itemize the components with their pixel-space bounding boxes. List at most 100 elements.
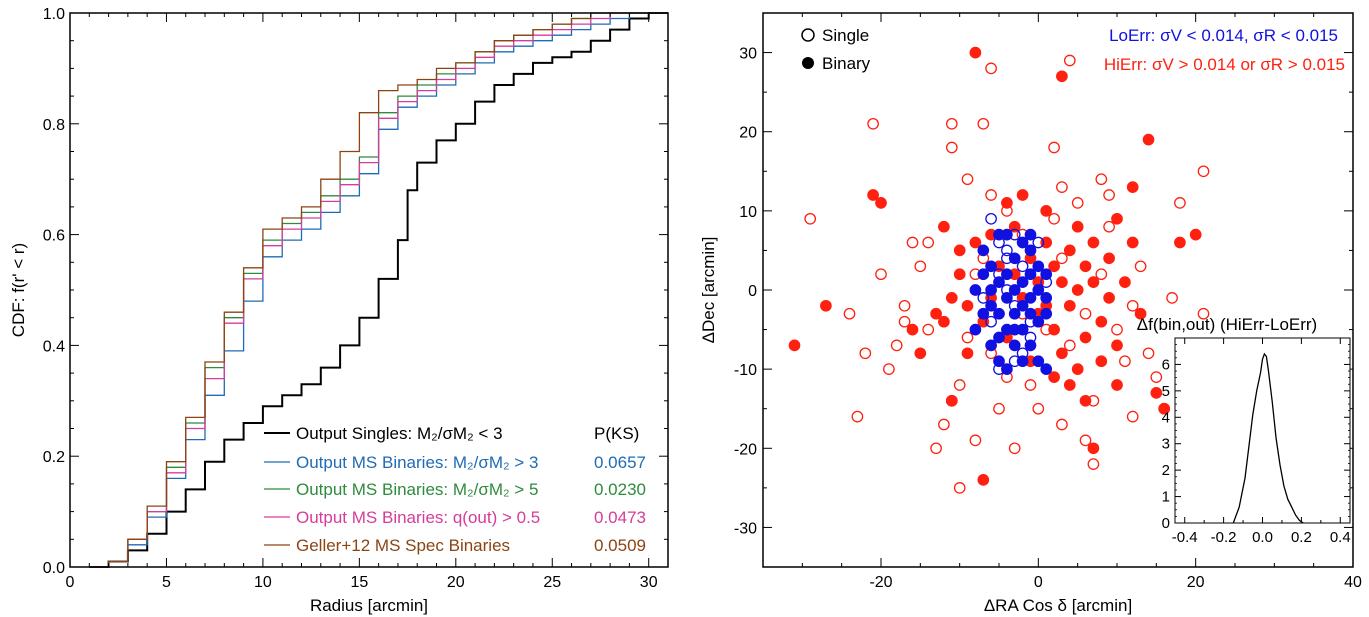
- scatter-point: [977, 474, 990, 486]
- cdf-x-tick-label: 30: [640, 574, 658, 591]
- cdf-y-tick-label: 0.8: [43, 117, 65, 134]
- scatter-point: [1142, 133, 1155, 146]
- scatter-point: [1119, 355, 1131, 368]
- cdf-x-tick-label: 15: [350, 574, 368, 591]
- scatter-point: [804, 212, 817, 225]
- inset-y-tick-label: 3: [1162, 436, 1170, 453]
- scatter-point: [1079, 331, 1092, 344]
- scatter-point: [1079, 434, 1092, 447]
- scatter-point: [953, 244, 966, 257]
- scatter-point: [1087, 458, 1100, 470]
- scatter-x-tick-label: 40: [1344, 574, 1362, 591]
- scatter-point: [930, 442, 942, 455]
- scatter-points: [788, 46, 1210, 494]
- scatter-point: [1111, 339, 1123, 352]
- scatter-point: [914, 347, 927, 360]
- scatter-point: [788, 339, 801, 352]
- cdf-legend-label: Output MS Binaries: q(out) > 0.5: [296, 508, 540, 527]
- scatter-point: [1071, 284, 1084, 296]
- inset-x-tick-label: 0.2: [1291, 529, 1312, 546]
- scatter-point: [1126, 410, 1139, 423]
- scatter-point: [1024, 228, 1037, 241]
- cdf-x-tick-label: 5: [162, 574, 171, 591]
- scatter-point: [898, 299, 911, 312]
- cdf-x-tick-label: 0: [66, 574, 75, 591]
- scatter-point: [969, 434, 982, 447]
- scatter-point: [1040, 307, 1053, 320]
- scatter-point: [1048, 141, 1060, 154]
- scatter-point: [969, 46, 982, 59]
- cdf-legend-pks: 0.0230: [594, 480, 646, 499]
- scatter-point: [1063, 299, 1076, 312]
- scatter-point: [1024, 244, 1037, 257]
- scatter-x-tick-label: -20: [869, 574, 892, 591]
- scatter-point: [1174, 197, 1186, 209]
- scatter-point: [930, 307, 942, 320]
- scatter-point: [1103, 252, 1115, 265]
- scatter-point: [914, 260, 927, 273]
- scatter-point: [1048, 371, 1060, 383]
- scatter-point: [985, 284, 997, 296]
- scatter-point: [883, 363, 895, 375]
- scatter-point: [1056, 181, 1068, 193]
- scatter-point: [1150, 371, 1163, 383]
- scatter-point: [985, 315, 997, 328]
- scatter-point: [867, 117, 879, 130]
- scatter-y-tick-label: 10: [739, 204, 757, 221]
- scatter-point: [1056, 252, 1068, 265]
- cdf-legend: P(KS) Output Singles: M₂/σM₂ < 3 Output M…: [264, 424, 646, 555]
- scatter-point: [820, 299, 832, 312]
- inset-y-tick-label: 6: [1162, 356, 1170, 373]
- scatter-point: [1016, 299, 1029, 312]
- inset-x-tick-label: 0.0: [1252, 529, 1273, 546]
- scatter-point: [1008, 284, 1021, 296]
- cdf-legend-pks: 0.0657: [594, 453, 646, 472]
- marker-legend: Single Binary: [801, 26, 871, 73]
- scatter-point: [969, 284, 982, 296]
- inset-y-tick-label: 0: [1162, 515, 1170, 532]
- scatter-point: [1087, 276, 1100, 288]
- scatter-point: [1150, 387, 1163, 399]
- scatter-point: [1032, 402, 1045, 415]
- scatter-point: [977, 268, 990, 281]
- cdf-series-lines: [89, 12, 668, 568]
- cdf-y-tick-label: 1.0: [43, 6, 65, 23]
- scatter-point: [1071, 363, 1084, 375]
- scatter-point: [1134, 307, 1147, 320]
- scatter-point: [961, 331, 974, 344]
- binary-legend-label: Binary: [822, 54, 871, 73]
- scatter-point: [1063, 339, 1076, 352]
- scatter-point: [953, 268, 966, 281]
- scatter-point: [969, 323, 982, 336]
- scatter-x-axis-label: ΔRA Cos δ [arcmin]: [984, 596, 1132, 615]
- scatter-point: [1063, 54, 1076, 67]
- scatter-point: [906, 323, 919, 336]
- scatter-point: [961, 173, 974, 186]
- scatter-point: [1001, 244, 1013, 257]
- scatter-point: [961, 299, 974, 312]
- inset-y-tick-label: 2: [1162, 462, 1170, 479]
- scatter-point: [1126, 236, 1139, 249]
- scatter-point: [1126, 299, 1139, 312]
- scatter-point: [1174, 236, 1186, 249]
- scatter-point: [1126, 181, 1139, 193]
- scatter-x-tick-label: 20: [1187, 574, 1205, 591]
- scatter-point: [1032, 315, 1045, 328]
- scatter-point: [1166, 292, 1178, 304]
- scatter-point: [1040, 363, 1053, 375]
- scatter-point: [985, 212, 997, 225]
- scatter-y-tick-label: 20: [739, 125, 757, 142]
- scatter-y-tick-label: -30: [734, 520, 757, 537]
- color-legend: LoErr: σV < 0.014, σR < 0.015 HiErr: σV …: [1104, 26, 1345, 74]
- scatter-point: [1008, 442, 1021, 455]
- cdf-x-tick-label: 25: [543, 574, 561, 591]
- scatter-point: [890, 339, 903, 352]
- scatter-point: [993, 355, 1005, 368]
- scatter-point: [1197, 165, 1210, 178]
- scatter-point: [953, 482, 966, 494]
- cdf-y-tick-label: 0.2: [43, 449, 65, 466]
- scatter-point: [1063, 379, 1076, 391]
- scatter-point: [993, 331, 1005, 344]
- scatter-point: [1056, 70, 1068, 83]
